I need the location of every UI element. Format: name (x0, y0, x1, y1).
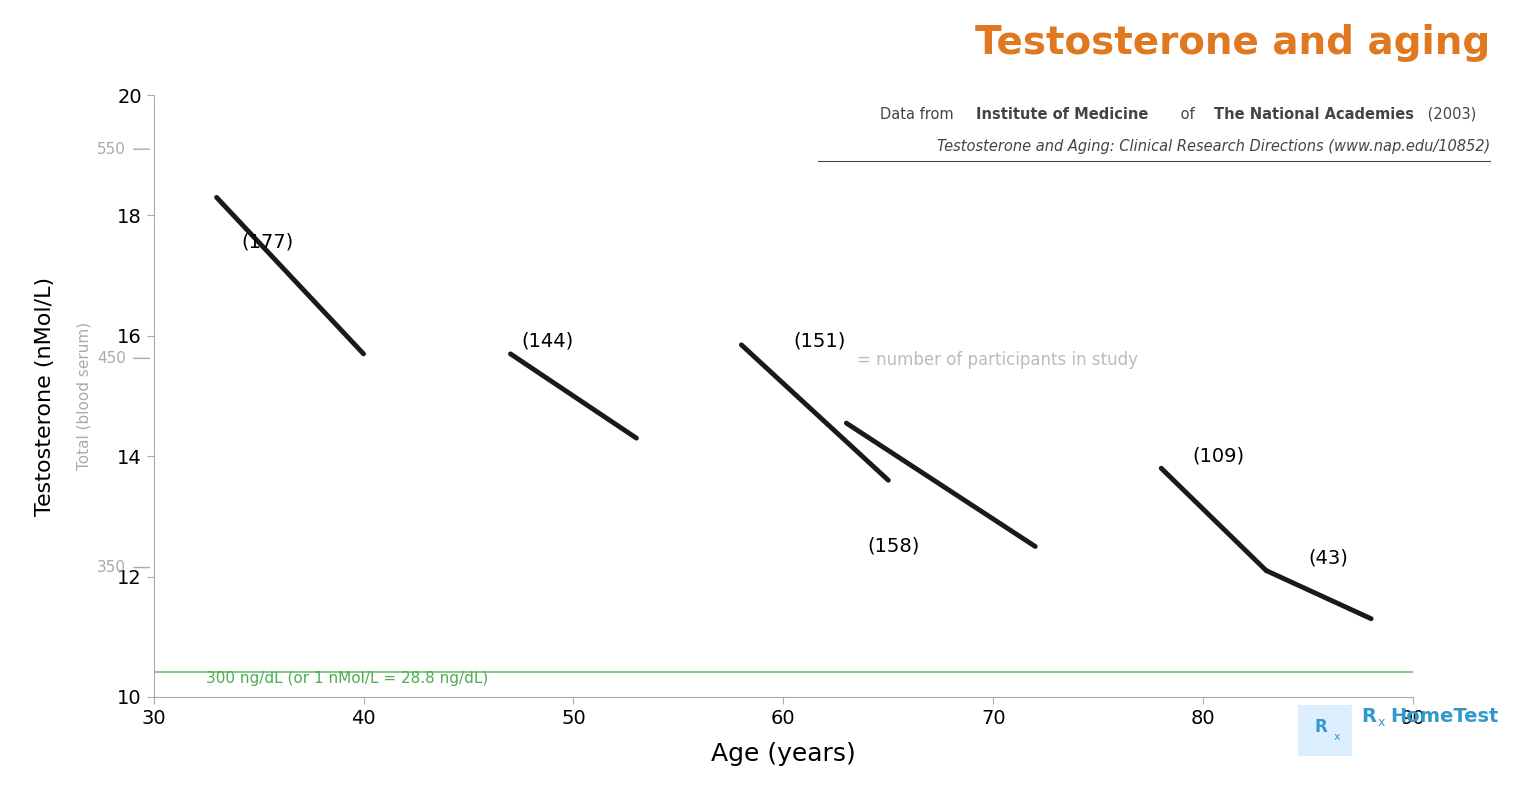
Text: 550: 550 (97, 142, 126, 157)
Text: HomeTest: HomeTest (1390, 707, 1499, 726)
Text: (177): (177) (241, 233, 293, 252)
Text: (144): (144) (521, 332, 573, 351)
Text: (2003): (2003) (1424, 107, 1476, 122)
Y-axis label: Testosterone (nMol/L): Testosterone (nMol/L) (34, 276, 55, 516)
Text: R: R (1361, 707, 1376, 726)
Text: (43): (43) (1309, 549, 1349, 568)
Text: Testosterone and Aging: Clinical Research Directions (www.nap.edu/10852): Testosterone and Aging: Clinical Researc… (937, 139, 1490, 154)
FancyBboxPatch shape (1296, 703, 1353, 758)
Text: of: of (1175, 107, 1200, 122)
Text: (109): (109) (1193, 446, 1244, 465)
Text: x: x (1378, 716, 1385, 729)
Text: (158): (158) (868, 536, 920, 555)
Text: Data from: Data from (880, 107, 958, 122)
Text: Testosterone and aging: Testosterone and aging (975, 24, 1490, 62)
Text: x: x (1333, 732, 1339, 742)
Text: 350: 350 (97, 560, 126, 575)
Text: = number of participants in study: = number of participants in study (857, 351, 1138, 369)
Text: R: R (1315, 718, 1327, 736)
Text: Total (blood serum): Total (blood serum) (77, 322, 92, 470)
Text: The National Academies: The National Academies (1213, 107, 1413, 122)
X-axis label: Age (years): Age (years) (711, 741, 856, 766)
Text: Institute of Medicine: Institute of Medicine (975, 107, 1147, 122)
Text: (151): (151) (794, 332, 846, 351)
Text: 450: 450 (97, 351, 126, 366)
Text: 300 ng/dL (or 1 nMol/L = 28.8 ng/dL): 300 ng/dL (or 1 nMol/L = 28.8 ng/dL) (206, 671, 488, 686)
